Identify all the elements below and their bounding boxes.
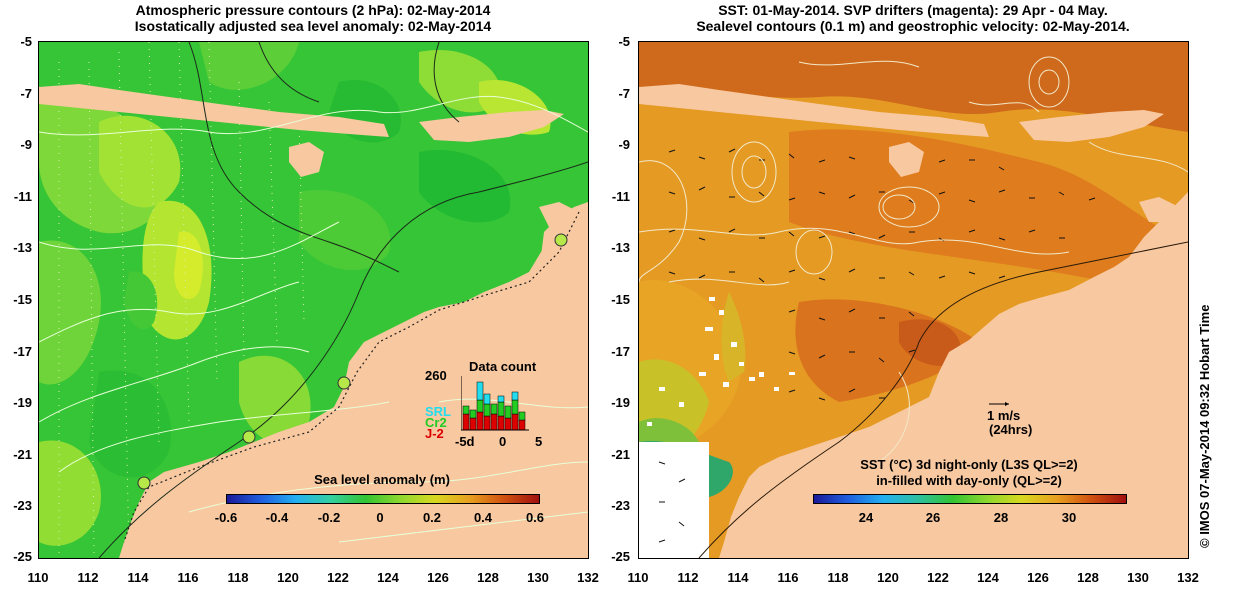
right-y-label: -23 <box>611 498 630 513</box>
left-y-label: -15 <box>13 292 32 307</box>
right-y-label: -15 <box>611 292 630 307</box>
sst-colorbar-title-line1: SST (°C) 3d night-only (L3S QL>=2) <box>860 457 1078 472</box>
left-x-label: 132 <box>577 570 599 585</box>
left-x-label: 128 <box>477 570 499 585</box>
right-x-label: 110 <box>627 570 649 585</box>
sst-colorbar-label-1: 24 <box>858 510 874 525</box>
data-count-x-label-start: -5d <box>455 434 475 449</box>
legend-srl: SRL <box>425 404 451 419</box>
left-x-label: 110 <box>27 570 49 585</box>
left-x-label: 126 <box>427 570 449 585</box>
sst-map: 1 m/s (24hrs) <box>638 41 1189 559</box>
left-x-label: 122 <box>327 570 349 585</box>
left-y-label: -13 <box>13 240 32 255</box>
right-x-label: 116 <box>777 570 799 585</box>
left-y-label: -9 <box>20 137 32 152</box>
right-x-label: 114 <box>727 570 749 585</box>
data-count-title: Data count <box>469 359 537 374</box>
sst-map-graphic <box>639 42 1188 558</box>
sst-colorbar-label-3: 28 <box>993 510 1009 525</box>
velocity-scale-label: 1 m/s <box>987 408 1021 423</box>
right-x-label: 120 <box>877 570 899 585</box>
right-x-label: 124 <box>977 570 999 585</box>
right-x-label: 112 <box>677 570 699 585</box>
left-y-label: -19 <box>13 395 32 410</box>
sla-map-graphic <box>39 42 588 558</box>
legend-cr2: Cr2 <box>425 415 447 430</box>
left-y-label: -17 <box>13 344 32 359</box>
right-y-label: -13 <box>611 240 630 255</box>
velocity-scale-arrow <box>989 402 1009 406</box>
right-y-label: -7 <box>618 86 630 101</box>
right-x-label: 122 <box>927 570 949 585</box>
right-y-label: -9 <box>618 137 630 152</box>
right-y-label: -5 <box>618 34 630 49</box>
velocity-scale-sublabel: (24hrs) <box>989 422 1033 437</box>
data-count-bars <box>461 376 529 431</box>
data-count-max-label: 260 <box>425 368 447 383</box>
data-count-x-label-zero: 0 <box>499 434 507 449</box>
left-x-label: 114 <box>127 570 149 585</box>
imos-credit: © IMOS 07-May-2014 09:32 Hobart Time <box>1197 304 1212 548</box>
data-count-x-label-end: 5 <box>535 434 543 449</box>
left-title-line2: Isostatically adjusted sea level anomaly… <box>134 18 492 34</box>
sla-colorbar-title: Sea level anomaly (m) <box>314 472 450 487</box>
right-y-label: -19 <box>611 395 630 410</box>
sla-colorbar-label-5: 0.2 <box>422 510 442 525</box>
sla-colorbar <box>226 494 540 504</box>
left-y-label: -7 <box>20 86 32 101</box>
right-y-label: -21 <box>611 447 630 462</box>
sla-colorbar-label-4: 0 <box>376 510 384 525</box>
right-x-label: 132 <box>1177 570 1199 585</box>
right-x-label: 130 <box>1127 570 1149 585</box>
left-y-label: -5 <box>20 34 32 49</box>
data-count-inset: 260 Data count SRL Cr2 J-2 -5d 0 5 <box>421 358 581 449</box>
right-x-label: 128 <box>1077 570 1099 585</box>
left-x-label: 130 <box>527 570 549 585</box>
left-x-label: 124 <box>377 570 399 585</box>
right-title-line1: SST: 01-May-2014. SVP drifters (magenta)… <box>718 2 1108 18</box>
right-title-line2: Sealevel contours (0.1 m) and geostrophi… <box>696 18 1130 34</box>
right-x-label: 118 <box>827 570 849 585</box>
sla-colorbar-label-1: -0.6 <box>214 510 238 525</box>
left-x-label: 116 <box>177 570 199 585</box>
sst-colorbar-label-4: 30 <box>1061 510 1077 525</box>
sla-colorbar-label-7: 0.6 <box>525 510 545 525</box>
sst-colorbar <box>813 494 1127 504</box>
sea-level-anomaly-map: 260 Data count SRL Cr2 J-2 -5d 0 5 <box>38 41 589 559</box>
sla-colorbar-label-2: -0.4 <box>265 510 289 525</box>
sst-colorbar-title-line2: in-filled with day-only (QL>=2) <box>876 473 1062 488</box>
left-x-label: 118 <box>227 570 249 585</box>
sst-colorbar-label-2: 26 <box>925 510 941 525</box>
right-y-label: -11 <box>611 189 630 204</box>
left-y-label: -25 <box>13 549 32 564</box>
right-x-label: 126 <box>1027 570 1049 585</box>
legend-j2: J-2 <box>425 426 444 441</box>
left-title-line1: Atmospheric pressure contours (2 hPa): 0… <box>135 2 491 18</box>
left-y-label: -21 <box>13 447 32 462</box>
sla-colorbar-label-6: 0.4 <box>473 510 493 525</box>
sla-colorbar-label-3: -0.2 <box>317 510 341 525</box>
left-y-label: -23 <box>13 498 32 513</box>
right-y-label: -25 <box>611 549 630 564</box>
left-x-label: 112 <box>77 570 99 585</box>
left-y-label: -11 <box>13 189 32 204</box>
right-y-label: -17 <box>611 344 630 359</box>
left-x-label: 120 <box>277 570 299 585</box>
